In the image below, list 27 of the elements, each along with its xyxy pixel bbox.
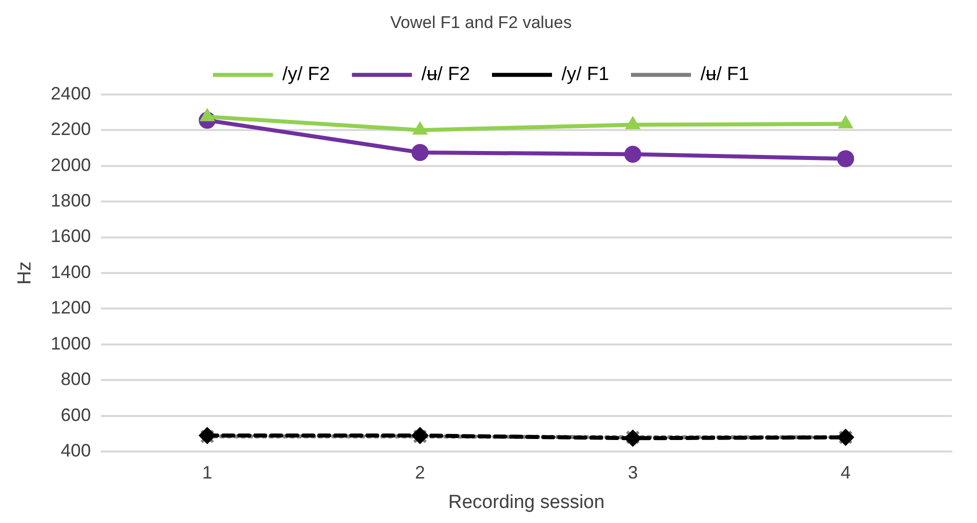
y-tick-label: 1800 <box>50 190 91 211</box>
y-tick-label: 1000 <box>50 333 91 354</box>
x-tick-label: 1 <box>202 462 212 482</box>
y-tick-label: 1600 <box>50 226 91 246</box>
legend-label: /ʉ/ F1 <box>700 64 750 86</box>
y-tick-label: 2200 <box>50 119 91 140</box>
y-tick-label: 400 <box>60 440 91 461</box>
y-tick-label: 1200 <box>50 298 91 318</box>
x-axis-title: Recording session <box>448 492 605 513</box>
x-tick-label: 4 <box>840 462 851 482</box>
legend-label: /y/ F2 <box>282 64 330 86</box>
point <box>625 116 640 130</box>
legend-label: /ʉ/ F2 <box>421 64 470 86</box>
y-axis-title: Hz <box>14 261 36 285</box>
y-tick-label: 2400 <box>50 83 91 104</box>
y-tick-label: 1400 <box>50 262 91 282</box>
x-tick-label: 3 <box>628 462 638 482</box>
y-tick-label: 600 <box>60 404 91 425</box>
legend-label: /y/ F1 <box>562 64 610 86</box>
chart-title: Vowel F1 and F2 values <box>390 12 572 32</box>
y-tick-label: 2000 <box>50 154 91 175</box>
point <box>200 108 215 122</box>
point <box>838 115 854 128</box>
y-tick-label: 800 <box>60 369 91 390</box>
x-tick-label: 2 <box>415 462 426 482</box>
point <box>412 122 428 135</box>
point <box>412 144 429 161</box>
